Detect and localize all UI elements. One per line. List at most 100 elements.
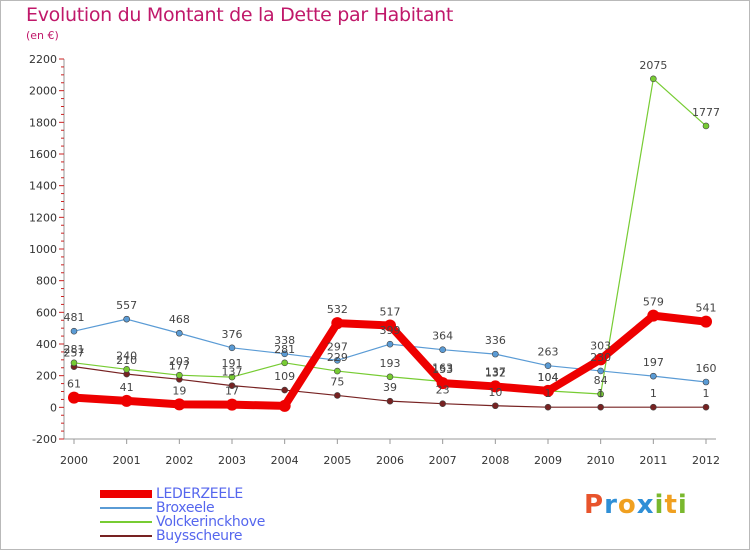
data-label: 557: [116, 299, 137, 312]
legend-item: Broxeele: [0, 501, 320, 515]
y-tick-label: -200: [32, 433, 57, 446]
data-point: [331, 317, 344, 330]
data-label: 240: [116, 349, 137, 362]
data-label: 481: [64, 311, 85, 324]
data-point: [176, 329, 183, 337]
data-label: 297: [327, 340, 348, 353]
data-label: 104: [538, 371, 559, 384]
data-label: 153: [432, 363, 453, 376]
data-point: [173, 398, 186, 411]
data-point: [334, 357, 341, 364]
x-tick-label: 2003: [218, 454, 246, 467]
data-label: 84: [594, 374, 608, 387]
x-tick-label: 2001: [113, 454, 141, 467]
data-point: [597, 403, 604, 411]
legend-label: LEDERZEELE: [156, 486, 243, 502]
data-point: [70, 359, 78, 367]
data-label: 23: [436, 384, 450, 397]
y-tick-label: 2000: [29, 85, 57, 98]
data-label: 17: [225, 385, 239, 398]
y-tick-label: 1400: [29, 180, 57, 193]
data-label: 541: [696, 302, 717, 315]
data-label: 203: [169, 355, 190, 368]
y-tick-label: 0: [50, 401, 57, 414]
data-label: 137: [222, 366, 243, 379]
logo-letter: o: [617, 490, 637, 520]
data-point: [542, 384, 554, 397]
logo-letter: r: [604, 490, 618, 520]
legend-label: Volckerinckhove: [156, 514, 266, 530]
data-point: [278, 399, 291, 412]
data-point: [281, 359, 288, 367]
data-point: [384, 319, 396, 332]
data-point: [650, 75, 657, 83]
legend-item: Volckerinckhove: [0, 515, 320, 529]
data-label: 281: [64, 343, 85, 356]
chart-title: Evolution du Montant de la Dette par Hab…: [26, 4, 454, 26]
data-point: [68, 391, 80, 404]
x-tick-label: 2011: [639, 454, 667, 467]
y-tick-label: 200: [36, 370, 57, 383]
legend-swatch: [100, 507, 152, 509]
data-label: 517: [380, 305, 401, 318]
data-label: 376: [222, 328, 243, 341]
data-point: [544, 362, 552, 369]
data-point: [436, 377, 449, 390]
data-point: [386, 340, 394, 348]
data-label: 39: [383, 381, 397, 394]
data-label: 163: [432, 362, 453, 375]
data-label: 160: [696, 362, 717, 375]
data-point: [594, 353, 607, 366]
x-tick-label: 2000: [60, 454, 88, 467]
x-tick-label: 2007: [429, 454, 457, 467]
legend-label: Broxeele: [156, 500, 215, 516]
data-label: 468: [169, 313, 190, 326]
data-point: [439, 346, 446, 354]
y-tick-label: 1200: [29, 211, 57, 224]
data-label: 177: [169, 359, 190, 372]
data-label: 109: [274, 370, 295, 383]
logo-letter: P: [584, 490, 605, 520]
data-label: 10: [488, 386, 502, 399]
legend-swatch: [100, 521, 152, 523]
data-point: [647, 309, 660, 322]
data-label: 229: [327, 351, 348, 364]
data-point: [489, 380, 502, 393]
data-point: [226, 398, 238, 411]
data-point: [228, 373, 236, 381]
data-point: [700, 315, 712, 328]
data-point: [281, 386, 288, 394]
logo-letter: i: [677, 490, 688, 520]
data-point: [334, 392, 341, 399]
data-label: 75: [330, 375, 344, 388]
data-label: 61: [67, 378, 81, 391]
x-tick-label: 2002: [165, 454, 193, 467]
data-point: [544, 403, 552, 411]
y-tick-label: 800: [36, 275, 57, 288]
data-label: 2075: [639, 59, 667, 72]
data-point: [334, 367, 341, 375]
data-label: 137: [485, 366, 506, 379]
y-tick-label: 1000: [29, 243, 57, 256]
x-tick-label: 2006: [376, 454, 404, 467]
y-tick-label: 1600: [29, 148, 57, 161]
data-point: [120, 394, 133, 407]
data-point: [176, 371, 183, 379]
data-point: [228, 344, 236, 352]
y-tick-label: 2200: [29, 53, 57, 66]
y-tick-label: 1800: [29, 116, 57, 129]
data-label: 41: [120, 381, 134, 394]
data-point: [123, 366, 130, 373]
proxiti-logo: Proxiti: [584, 490, 688, 520]
data-label: 1: [650, 387, 657, 400]
data-label: 197: [643, 356, 664, 369]
data-label: 104: [538, 371, 559, 384]
data-point: [650, 372, 657, 380]
data-label: 364: [432, 330, 453, 343]
legend-swatch: [100, 535, 152, 537]
x-tick-label: 2010: [587, 454, 615, 467]
data-point: [439, 400, 446, 407]
data-label: 132: [485, 366, 506, 379]
data-label: 210: [116, 354, 137, 367]
